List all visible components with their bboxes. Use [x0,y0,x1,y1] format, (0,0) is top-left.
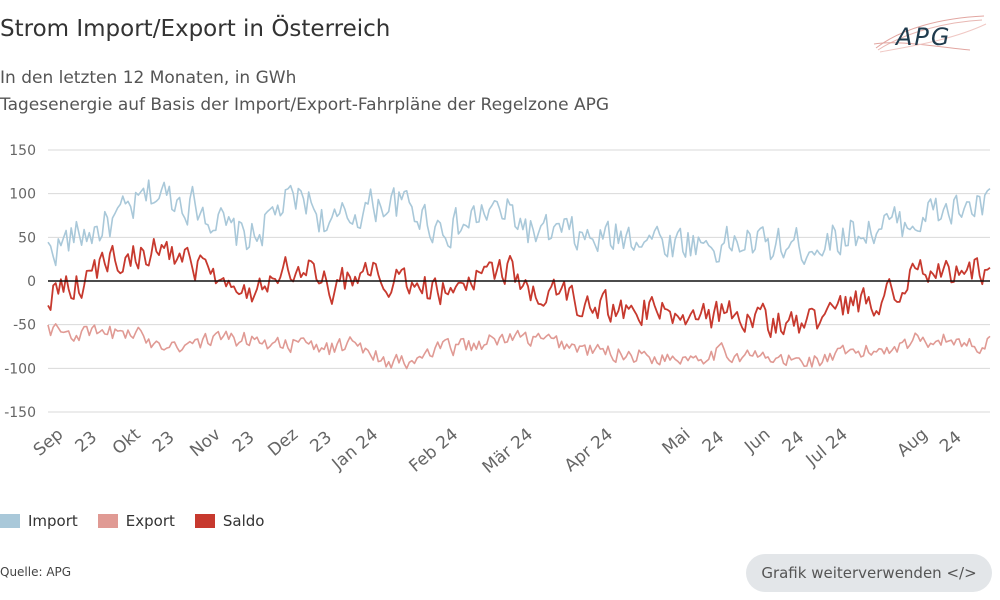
source-note: Quelle: APG [0,565,72,579]
x-tick-label: Jun 24 [740,409,808,476]
chart-subtitle-units: In den letzten 12 Monaten, in GWh [0,68,297,88]
series-layer [47,179,991,370]
x-tick-label: Sep 23 [30,409,101,479]
legend-swatch-saldo [194,514,215,528]
y-tick-label: -100 [4,361,36,377]
series-line-export [47,323,991,370]
y-tick-label: 0 [27,274,36,290]
legend-swatch-import [0,514,20,528]
x-tick-label: Aug 24 [893,409,965,479]
x-tick-label: Apr 24 [561,425,617,477]
chart-subtitle-description: Tagesenergie auf Basis der Import/Export… [0,95,610,115]
legend-label-import: Import [28,512,78,530]
y-tick-label: -50 [13,318,36,334]
legend-item-import[interactable]: Import [0,512,78,530]
chart-canvas: 150 100 50 0 -50 -100 -150 Sep 23 Okt 23 Nov 23 Dez 2… [4,143,991,479]
x-tick-label: Okt 23 [109,409,179,477]
legend-label-export: Export [125,512,175,530]
legend-item-export[interactable]: Export [97,512,175,530]
x-tick-label: Nov 23 [186,409,258,479]
y-tick-label: 150 [9,143,36,159]
x-tick-label: Dez 23 [264,409,336,479]
y-tick-label: 100 [9,187,36,203]
apg-logo: APG [873,15,987,53]
legend: Import Export Saldo [0,512,285,530]
logo-text: APG [894,23,952,51]
grid-layer: 150 100 50 0 -50 -100 -150 [4,143,990,421]
legend-label-saldo: Saldo [222,512,265,530]
y-tick-label: 50 [18,230,36,246]
series-line-import [47,179,991,267]
x-tick-label: Mär 24 [479,425,537,478]
x-tick-label: Feb 24 [405,425,462,477]
x-tick-label: Jul 24 [802,425,852,472]
chart-title: Strom Import/Export in Österreich [0,16,391,42]
x-tick-label: Jan 24 [328,425,382,475]
legend-swatch-export [97,514,118,528]
y-tick-label: -150 [4,405,36,421]
x-tick-label: Mai 24 [659,409,729,477]
series-line-saldo [47,238,991,338]
legend-item-saldo[interactable]: Saldo [194,512,265,530]
reuse-graphic-button[interactable]: Grafik weiterverwenden </> [746,554,992,592]
